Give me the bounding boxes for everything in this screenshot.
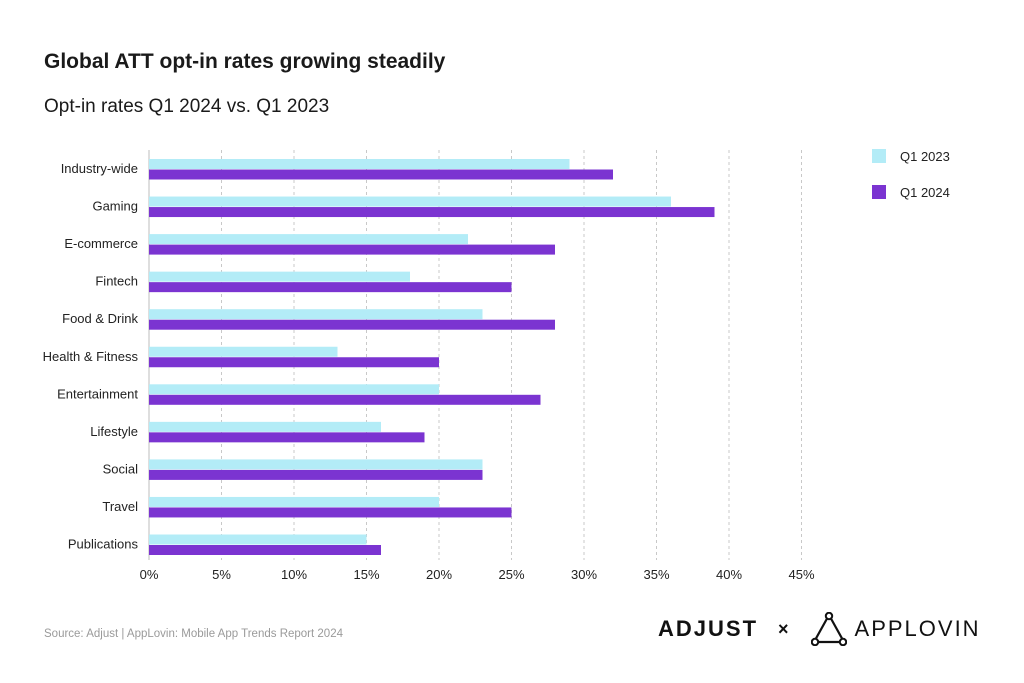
- x-tick-label: 30%: [571, 567, 597, 582]
- bar-q1-2023: [149, 534, 367, 545]
- category-label: Entertainment: [57, 386, 138, 401]
- bar-q1-2024: [149, 169, 613, 180]
- legend-swatch-q1-2024: [872, 185, 886, 199]
- legend-item-q1-2023: Q1 2023: [872, 146, 950, 166]
- x-tick-label: 0%: [140, 567, 159, 582]
- chart-subtitle: Opt-in rates Q1 2024 vs. Q1 2023: [44, 96, 330, 117]
- legend-swatch-q1-2023: [872, 149, 886, 163]
- bar-q1-2023: [149, 459, 483, 470]
- category-label: Travel: [102, 499, 138, 514]
- applovin-triangle-icon: [810, 612, 847, 646]
- bar-q1-2024: [149, 319, 555, 330]
- x-tick-label: 5%: [212, 567, 231, 582]
- category-label: Lifestyle: [90, 424, 138, 439]
- bar-q1-2023: [149, 196, 671, 207]
- source-note: Source: Adjust | AppLovin: Mobile App Tr…: [44, 628, 343, 640]
- category-label: Social: [103, 461, 139, 476]
- category-label: Fintech: [95, 274, 138, 289]
- bar-chart: 0% 5% 10% 15% 20% 25% 30% 35% 40% 45% Industry-wid…: [43, 150, 815, 582]
- bar-q1-2024: [149, 469, 483, 480]
- bar-q1-2024: [149, 244, 555, 255]
- chart-title: Global ATT opt-in rates growing steadily: [44, 50, 446, 73]
- bar-q1-2024: [149, 357, 439, 368]
- x-tick-label: 10%: [281, 567, 307, 582]
- bar-q1-2023: [149, 346, 338, 357]
- applovin-logo: APPLOVIN: [854, 616, 981, 641]
- bar-q1-2023: [149, 496, 439, 507]
- x-tick-label: 20%: [426, 567, 452, 582]
- brand-logos: ADJUST × APPLOVIN: [658, 612, 981, 646]
- category-label: Food & Drink: [62, 311, 138, 326]
- logo-separator: ×: [778, 618, 789, 639]
- bar-q1-2024: [149, 545, 381, 555]
- category-label: Industry-wide: [61, 161, 138, 176]
- bar-q1-2023: [149, 384, 439, 395]
- bar-q1-2023: [149, 234, 468, 245]
- x-tick-label: 40%: [716, 567, 742, 582]
- legend-label-q1-2023: Q1 2023: [900, 148, 950, 164]
- x-tick-label: 35%: [643, 567, 669, 582]
- bar-q1-2023: [149, 309, 483, 320]
- adjust-logo: ADJUST: [658, 616, 759, 641]
- bar-q1-2023: [149, 159, 570, 169]
- category-label: E-commerce: [64, 236, 138, 251]
- chart-legend: Q1 2023 Q1 2024: [872, 146, 950, 218]
- bar-q1-2024: [149, 207, 715, 218]
- x-tick-label: 15%: [353, 567, 379, 582]
- x-tick-label: 45%: [788, 567, 814, 582]
- bar-q1-2024: [149, 394, 541, 405]
- category-label: Publications: [68, 537, 139, 552]
- bar-q1-2023: [149, 421, 381, 432]
- legend-item-q1-2024: Q1 2024: [872, 182, 950, 202]
- bar-q1-2024: [149, 507, 512, 518]
- category-label: Health & Fitness: [43, 349, 139, 364]
- bar-q1-2024: [149, 282, 512, 293]
- legend-label-q1-2024: Q1 2024: [900, 184, 950, 200]
- bar-q1-2023: [149, 271, 410, 282]
- category-label: Gaming: [92, 199, 138, 214]
- bar-q1-2024: [149, 432, 425, 443]
- x-tick-label: 25%: [498, 567, 524, 582]
